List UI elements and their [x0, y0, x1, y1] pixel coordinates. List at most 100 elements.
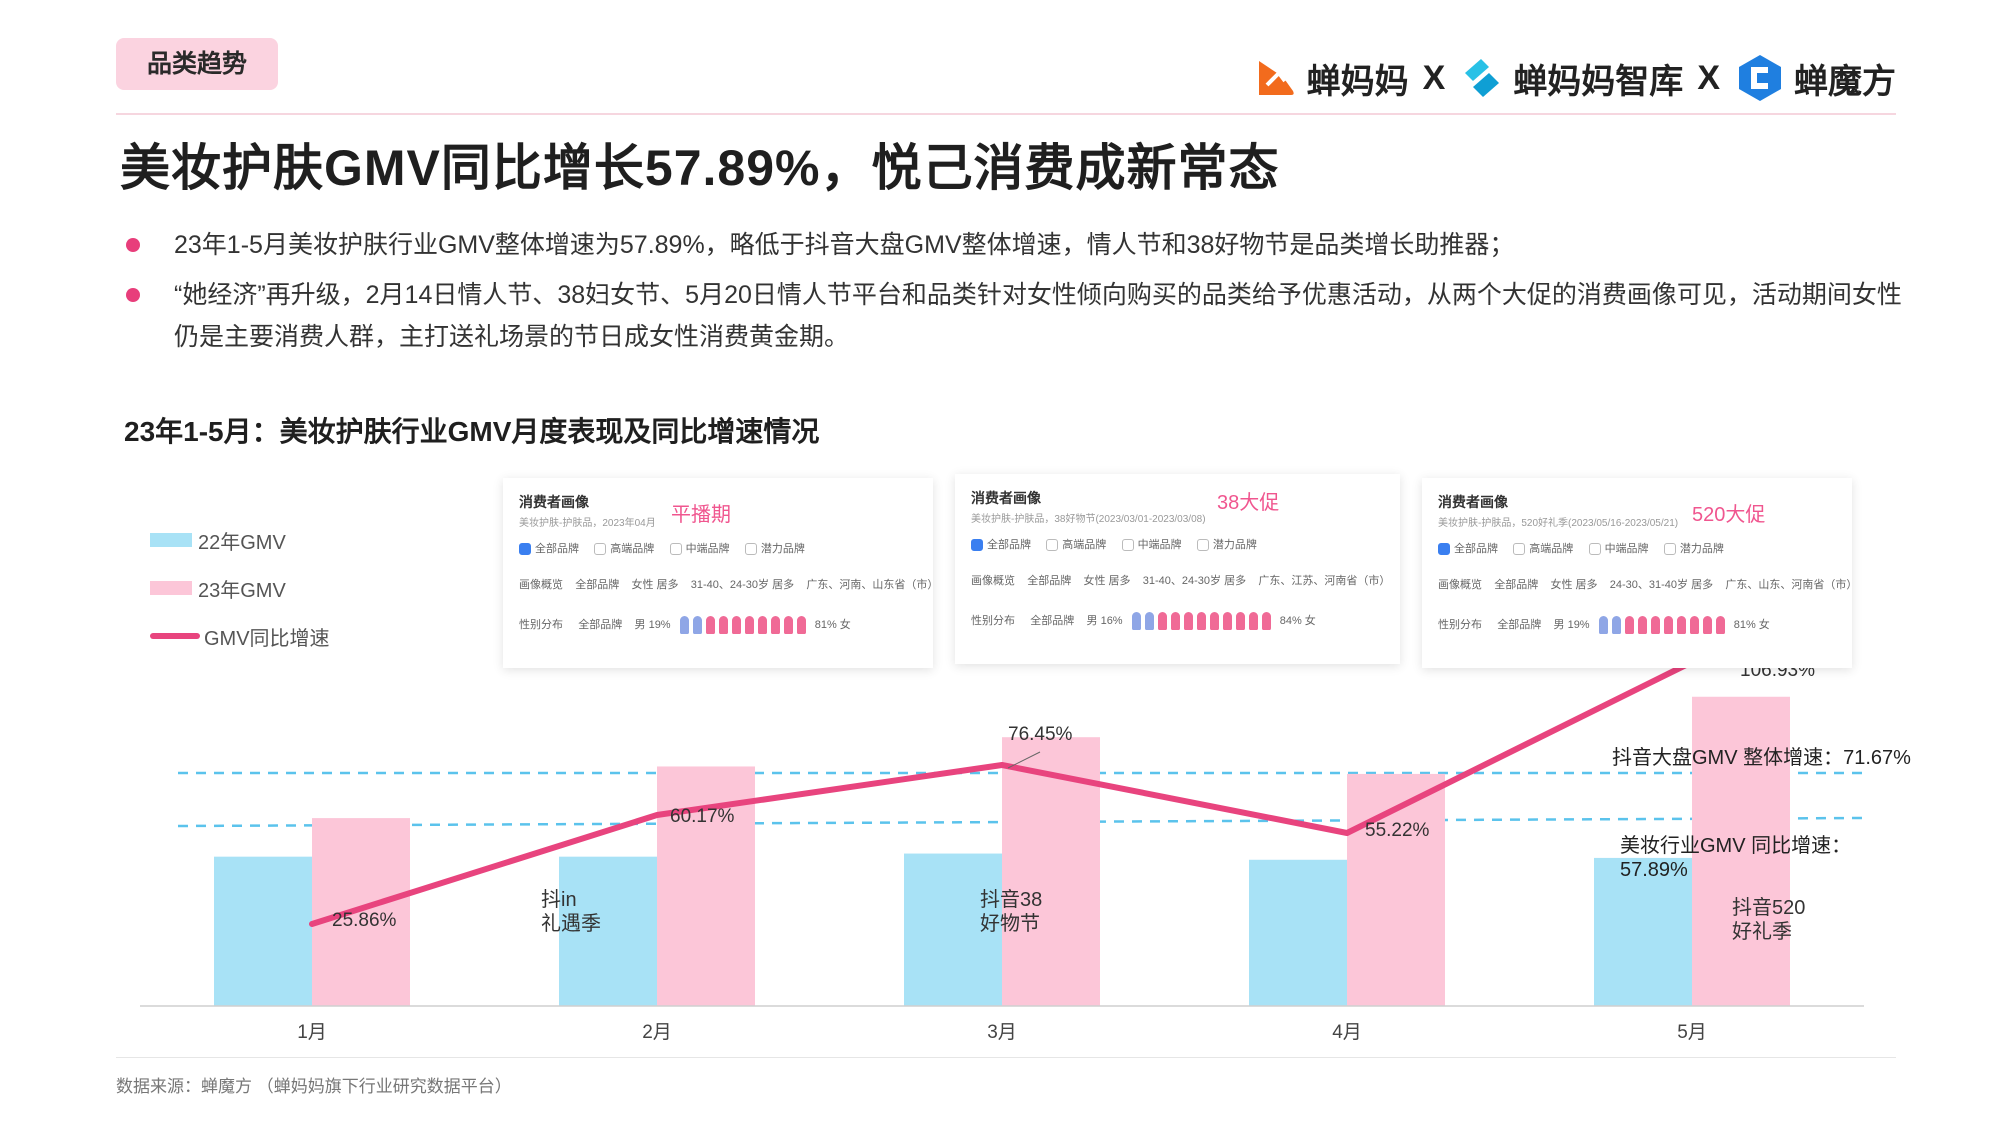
filter-label: 中端品牌	[685, 543, 730, 555]
filter-label: 潜力品牌	[1679, 543, 1724, 555]
female-person-icon	[1715, 616, 1725, 635]
bullet-item: 23年1-5月美妆护肤行业GMV整体增速为57.89%，略低于抖音大盘GMV整体…	[126, 224, 1906, 266]
overview-tag: 女性 居多	[1550, 579, 1598, 591]
panel-gender: 性别分布 全部品牌 男 16% 84% 女	[971, 612, 1316, 631]
panel-gender: 性别分布 全部品牌 男 19% 81% 女	[519, 616, 851, 635]
bar-22-gmv	[559, 856, 657, 1006]
bar-annotation: 好礼季	[1732, 920, 1792, 943]
panel-overview: 画像概览 全部品牌 女性 居多 31-40、24-30岁 居多 广东、河南、山东…	[519, 576, 938, 592]
panel-subheading: 美妆护肤-护肤品，38好物节(2023/03/01-2023/03/08)	[971, 514, 1206, 525]
checkbox-icon[interactable]	[744, 543, 757, 556]
panel-gender: 性别分布 全部品牌 男 19% 81% 女	[1438, 616, 1770, 635]
bar-22-gmv	[214, 856, 312, 1006]
checkbox-icon[interactable]	[519, 543, 531, 556]
bullet-list: 23年1-5月美妆护肤行业GMV整体增速为57.89%，略低于抖音大盘GMV整体…	[126, 224, 1906, 366]
male-person-icon	[1598, 616, 1608, 635]
portrait-panel-38: 消费者画像 美妆护肤-护肤品，38好物节(2023/03/01-2023/03/…	[955, 474, 1400, 664]
bar-22-gmv	[1249, 859, 1347, 1006]
female-person-icon	[783, 616, 793, 635]
female-person-icon	[1650, 616, 1660, 635]
female-share: 81% 女	[814, 619, 851, 631]
male-person-icon	[1144, 612, 1154, 631]
filter-label: 全部品牌	[1454, 543, 1498, 555]
female-person-icon	[1624, 616, 1634, 635]
female-person-icon	[718, 616, 728, 635]
panel-overview: 画像概览 全部品牌 女性 居多 24-30、31-40岁 居多 广东、山东、河南…	[1438, 576, 1857, 592]
portrait-panel-normal: 消费者画像 美妆护肤-护肤品，2023年04月 平播期 全部品牌 高端品牌 中端…	[503, 478, 938, 668]
female-person-icon	[1222, 612, 1232, 631]
brand-name: 蝉魔方	[1794, 62, 1896, 101]
bullet-item: “她经济”再升级，2月14日情人节、38妇女节、5月20日情人节平台和品类针对女…	[126, 274, 1906, 358]
panel-heading: 消费者画像	[519, 494, 589, 510]
bullet-text: “她经济”再升级，2月14日情人节、38妇女节、5月20日情人节平台和品类针对女…	[174, 281, 1902, 351]
filter-label: 潜力品牌	[760, 543, 805, 555]
female-person-icon	[757, 616, 767, 635]
panel-subheading: 美妆护肤-护肤品，2023年04月	[519, 518, 656, 529]
male-person-icon	[1131, 612, 1141, 631]
brand-chanmama: 蝉妈妈	[1253, 54, 1409, 103]
gender-scope: 全部品牌	[1030, 615, 1075, 627]
growth-data-label: 25.86%	[332, 910, 397, 931]
overview-tag: 全部品牌	[1027, 575, 1072, 587]
chanmofang-logo-icon	[1739, 55, 1781, 101]
female-person-icon	[1637, 616, 1647, 635]
chart-legend: 22年GMV 23年GMV GMV同比增速	[150, 516, 330, 660]
overview-label: 画像概览	[519, 579, 563, 591]
gender-scope: 全部品牌	[578, 619, 623, 631]
checkbox-icon[interactable]	[1196, 539, 1209, 552]
bar-annotation: 抖in	[541, 888, 577, 911]
overview-tag: 全部品牌	[1494, 579, 1539, 591]
overview-tag: 全部品牌	[575, 579, 620, 591]
zhiku-logo-icon	[1465, 59, 1500, 97]
gender-people-icons	[1598, 616, 1725, 635]
brand-name: 蝉妈妈智库	[1513, 62, 1684, 101]
filter-label: 中端品牌	[1604, 543, 1649, 555]
panel-heading: 消费者画像	[1438, 494, 1508, 510]
legend-label: GMV同比增速	[204, 627, 330, 650]
panel-period-label: 520大促	[1692, 504, 1766, 526]
legend-swatch	[150, 633, 200, 639]
growth-data-label: 55.22%	[1365, 820, 1430, 841]
panel-period-label: 38大促	[1217, 492, 1280, 514]
growth-line	[309, 659, 1695, 927]
chanmama-logo-icon	[1258, 61, 1294, 95]
female-person-icon	[1663, 616, 1673, 635]
checkbox-icon[interactable]	[1438, 543, 1450, 556]
x-tick-label: 3月	[987, 1022, 1017, 1043]
bullet-dot-icon	[126, 288, 140, 302]
overview-tag: 广东、山东、河南省（市）	[1725, 579, 1858, 591]
reference-label-beauty: 美妆行业GMV 同比增速：	[1620, 834, 1851, 857]
female-person-icon	[770, 616, 780, 635]
filter-label: 高端品牌	[610, 543, 655, 555]
checkbox-icon[interactable]	[1046, 539, 1059, 552]
overview-tag: 广东、江苏、河南省（市）	[1258, 575, 1391, 587]
checkbox-icon[interactable]	[1663, 543, 1676, 556]
male-share: 男 19%	[1553, 619, 1590, 631]
panel-heading: 消费者画像	[971, 490, 1041, 506]
checkbox-icon[interactable]	[669, 543, 682, 556]
checkbox-icon[interactable]	[594, 543, 607, 556]
checkbox-icon[interactable]	[1121, 539, 1134, 552]
filter-label: 全部品牌	[535, 543, 579, 555]
x-tick-label: 4月	[1332, 1022, 1362, 1043]
page-title: 美妆护肤GMV同比增长57.89%，悦己消费成新常态	[120, 140, 1280, 196]
checkbox-icon[interactable]	[1588, 543, 1601, 556]
brand-name: 蝉妈妈	[1306, 62, 1409, 101]
gender-people-icons	[1131, 612, 1271, 631]
brand-chanmama-zhiku: 蝉妈妈智库	[1459, 54, 1683, 103]
checkbox-icon[interactable]	[1513, 543, 1526, 556]
label-leader-line	[1007, 751, 1041, 769]
bar-annotation: 礼遇季	[541, 912, 601, 935]
overview-tag: 31-40、24-30岁 居多	[1142, 575, 1247, 587]
reference-value-beauty: 57.89%	[1620, 859, 1688, 881]
checkbox-icon[interactable]	[971, 539, 983, 552]
growth-data-label: 60.17%	[670, 806, 735, 827]
female-person-icon	[1248, 612, 1258, 631]
female-person-icon	[1261, 612, 1271, 631]
legend-label: 22年GMV	[198, 531, 286, 554]
male-share: 男 16%	[1086, 615, 1123, 627]
bar-23-gmv	[1692, 696, 1790, 1006]
category-tag: 品类趋势	[116, 38, 278, 90]
male-person-icon	[1611, 616, 1621, 635]
data-source-note: 数据来源：蝉魔方 （蝉妈妈旗下行业研究数据平台）	[116, 1077, 512, 1096]
